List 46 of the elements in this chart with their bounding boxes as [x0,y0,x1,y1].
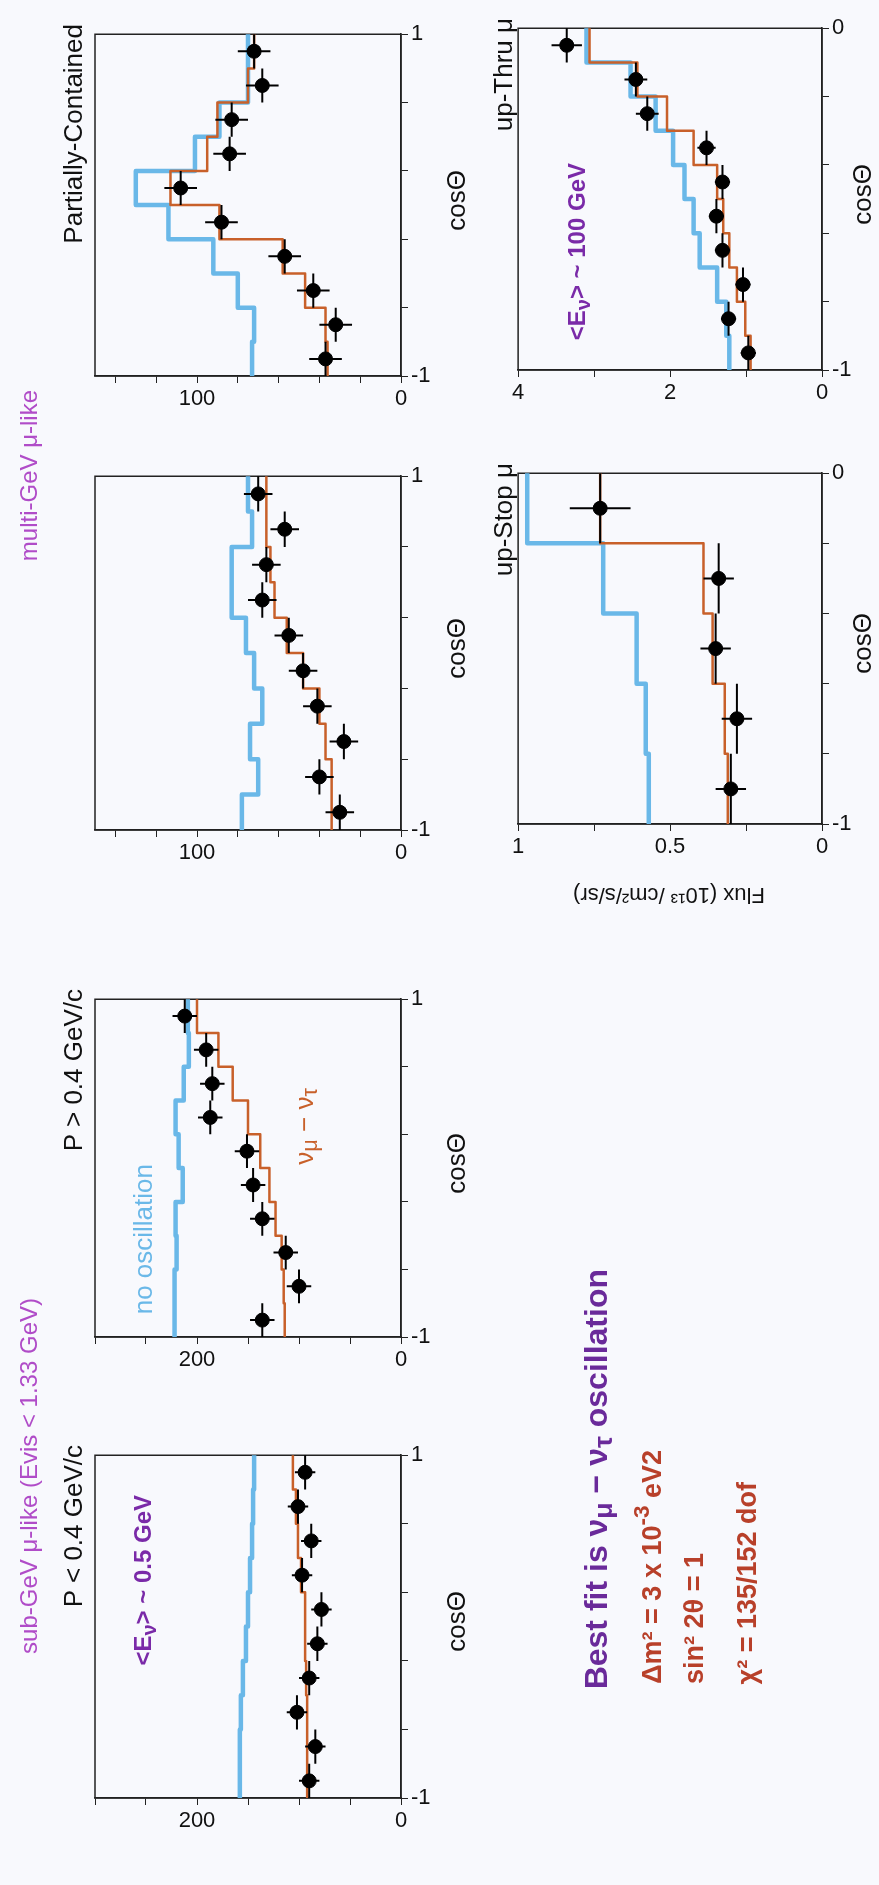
text: up-Stop μ [487,463,518,577]
x-tick-label: 2 [663,379,677,405]
y-tick-label: -1 [411,816,431,842]
text: up-Thru μ [487,18,518,132]
y-axis-title: cosΘ [440,617,471,679]
text: P < 0.4 GeV/c [57,1445,88,1608]
y-tick-label: 1 [411,20,424,46]
y-axis-title: cosΘ [440,169,471,231]
text: multi-GeV μ-like [14,389,43,561]
text: sin² 2θ = 1 [679,1553,710,1684]
x-tick-label: 200 [178,1346,216,1372]
text: χ² = 135/152 dof [732,1481,763,1684]
line-series [237,1452,257,1801]
y-tick-label: -1 [411,1323,431,1349]
x-tick-label: 0 [815,833,829,859]
y-tick-label: -1 [832,810,852,836]
line-series [524,470,652,827]
x-tick-label: 0 [394,839,408,865]
y-tick-label: 1 [411,985,424,1011]
text: P > 0.4 GeV/c [57,989,88,1152]
x-axis-title: Flux (10¹³ /cm²/s/sr) [572,882,765,908]
x-tick-label: 100 [178,385,216,411]
y-tick-label: 0 [832,14,845,40]
x-tick-label: 200 [178,1807,216,1833]
y-axis-title: cosΘ [846,613,877,674]
text: sub-GeV μ-like (Evis < 1.33 GeV) [14,1298,43,1654]
y-tick-label: -1 [832,356,852,382]
x-tick-label: 0.5 [654,833,686,859]
x-tick-label: 1 [511,833,525,859]
y-axis-title: cosΘ [846,163,877,225]
text: no oscillation [127,1163,158,1314]
x-tick-label: 100 [178,839,216,865]
y-tick-label: 1 [411,1441,424,1467]
y-tick-label: -1 [411,1784,431,1810]
y-tick-label: 0 [832,459,845,485]
line-series [172,996,192,1340]
y-axis-title: cosΘ [440,1591,471,1652]
y-tick-label: -1 [411,362,431,388]
y-axis-title: cosΘ [440,1132,471,1194]
text: Partially-Contained [57,24,88,244]
line-series [195,997,286,1339]
y-tick-label: 1 [411,462,424,488]
x-tick-label: 0 [394,385,408,411]
line-series [229,473,265,833]
x-tick-label: 4 [511,379,525,405]
x-tick-label: 0 [815,379,829,405]
